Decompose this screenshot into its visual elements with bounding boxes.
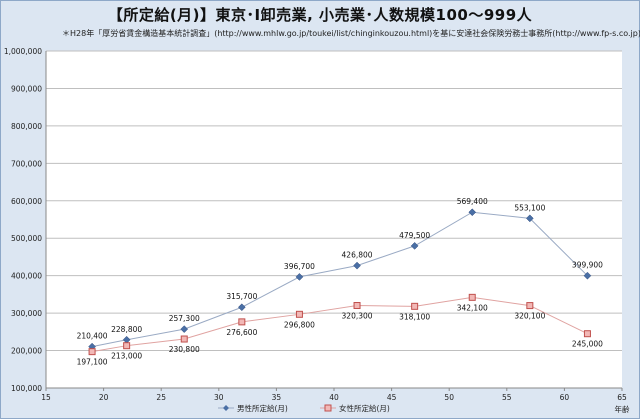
- data-label: 553,100: [514, 203, 545, 212]
- data-point-male: [180, 325, 189, 333]
- data-point-male: [295, 273, 304, 281]
- x-axis-label: 年齢: [615, 404, 630, 414]
- chart-subtitle: ＊H28年「厚労省賃金構造基本統計調査」(http://www.mhlw.go.…: [62, 29, 640, 38]
- x-tick-label: 40: [329, 393, 339, 402]
- y-tick-label: 800,000: [11, 122, 42, 131]
- x-tick-label: 20: [99, 393, 109, 402]
- data-label: 257,300: [169, 314, 200, 323]
- data-point-male: [583, 271, 592, 280]
- data-point-female: [180, 335, 188, 343]
- x-tick-label: 45: [387, 393, 397, 402]
- y-tick-label: 600,000: [11, 197, 42, 206]
- y-tick-label: 100,000: [11, 384, 42, 393]
- data-point-male: [410, 242, 419, 250]
- data-label: 342,100: [457, 303, 488, 312]
- data-label: 396,700: [284, 262, 315, 271]
- x-tick-label: 60: [560, 393, 570, 402]
- data-label: 479,500: [399, 231, 430, 240]
- data-point-male: [468, 208, 477, 217]
- data-label: 569,400: [457, 197, 488, 206]
- data-label: 320,100: [514, 312, 545, 321]
- legend-entry: 女性所定給(月): [339, 403, 390, 413]
- data-point-female: [411, 302, 419, 310]
- chart-title: 【所定給(月)】東京･I卸売業, 小売業･人数規模100～999人: [107, 6, 533, 24]
- x-tick-label: 35: [272, 393, 282, 402]
- series-line-male: [91, 211, 588, 348]
- x-tick-label: 55: [502, 393, 512, 402]
- data-point-female: [123, 342, 131, 350]
- x-tick-label: 30: [214, 393, 224, 402]
- x-tick-label: 25: [156, 393, 166, 402]
- data-point-female: [468, 293, 476, 301]
- data-label: 318,100: [399, 312, 430, 321]
- y-tick-label: 500,000: [11, 234, 42, 243]
- y-tick-label: 900,000: [11, 84, 42, 93]
- y-tick-label: 200,000: [11, 347, 42, 356]
- data-point-female: [353, 302, 361, 310]
- data-label: 320,300: [342, 312, 373, 321]
- y-tick-label: 300,000: [11, 309, 42, 318]
- data-point-male: [353, 261, 361, 270]
- legend-entry: 男性所定給(月): [237, 403, 288, 413]
- data-label: 426,800: [342, 251, 373, 260]
- legend-marker-female: [324, 404, 332, 412]
- series-line-female: [91, 296, 588, 353]
- y-tick-label: 700,000: [11, 159, 42, 168]
- x-tick-label: 15: [41, 393, 51, 402]
- y-tick-label: 400,000: [11, 272, 42, 281]
- x-tick-label: 65: [617, 393, 627, 402]
- plot-area: [46, 51, 622, 388]
- data-point-female: [88, 348, 96, 356]
- data-point-female: [583, 330, 591, 338]
- data-point-female: [238, 318, 246, 326]
- data-point-female: [295, 310, 303, 318]
- data-label: 276,600: [226, 328, 257, 337]
- y-tick-label: 1,000,000: [4, 47, 42, 56]
- data-label: 230,800: [169, 345, 200, 354]
- data-label: 210,400: [77, 332, 108, 341]
- data-point-female: [526, 302, 534, 310]
- data-label: 213,000: [111, 352, 142, 361]
- data-point-male: [237, 303, 246, 312]
- data-point-male: [525, 214, 534, 223]
- data-label: 399,900: [572, 261, 603, 270]
- data-label: 315,700: [226, 292, 257, 301]
- legend-marker-male: [223, 405, 229, 411]
- data-label: 228,800: [111, 325, 142, 334]
- data-label: 296,800: [284, 320, 315, 329]
- data-label: 197,100: [77, 358, 108, 367]
- data-label: 245,000: [572, 340, 603, 349]
- x-tick-label: 50: [444, 393, 454, 402]
